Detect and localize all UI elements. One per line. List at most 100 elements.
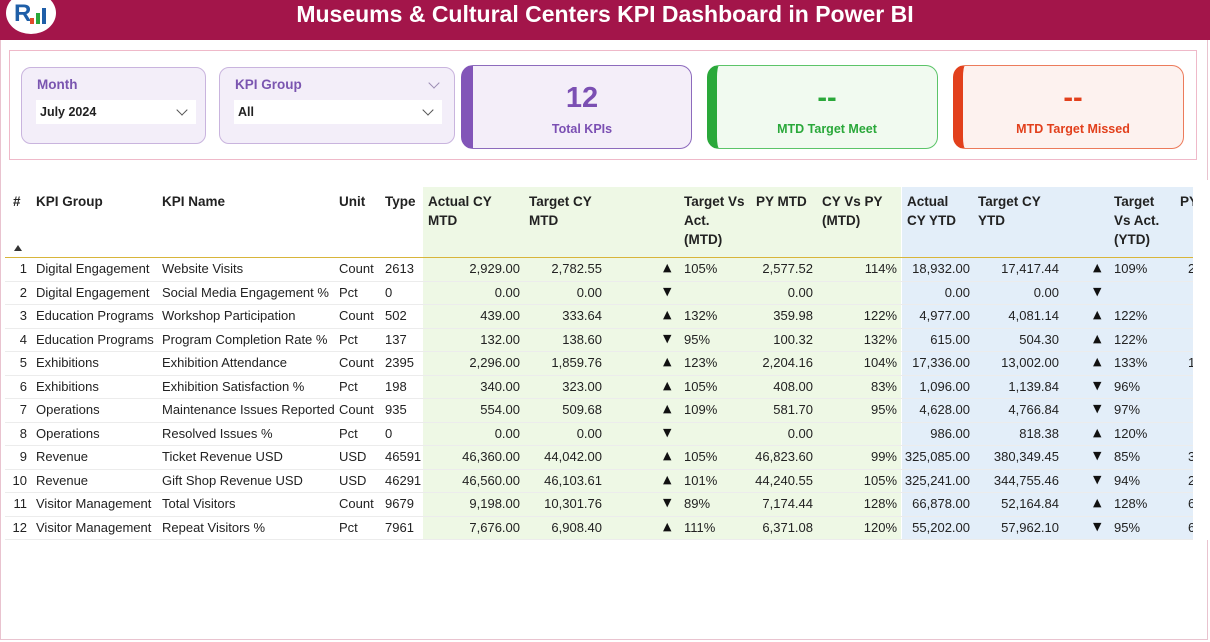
- cell-name: Workshop Participation: [162, 308, 296, 323]
- table-row[interactable]: 11 Visitor Management Total Visitors Count 9…: [5, 493, 1193, 517]
- cell-name: Resolved Issues %: [162, 425, 273, 441]
- cell-group: Digital Engagement: [36, 284, 150, 300]
- down-arrow-icon: ▼: [663, 284, 672, 298]
- header-actual-cy-mtd[interactable]: Actual CY MTD: [428, 192, 492, 230]
- table-row[interactable]: 1 Digital Engagement Website Visits Count 26…: [5, 258, 1193, 282]
- header-line: Unit: [339, 194, 366, 209]
- logo-letter: R: [14, 0, 32, 27]
- cell-tgt-ytd: 57,962.10: [1001, 519, 1059, 535]
- table-row[interactable]: 5 Exhibitions Exhibition Attendance Count 23…: [5, 352, 1193, 376]
- cell-py-mtd: 100.32: [773, 331, 813, 347]
- up-arrow-icon: ▲: [663, 308, 672, 321]
- header-target-cy-ytd[interactable]: Target CY YTD: [978, 192, 1041, 230]
- total-kpis-card: 12 Total KPIs: [461, 65, 692, 149]
- chevron-down-icon[interactable]: [428, 77, 440, 89]
- header-kpi-name[interactable]: KPI Name: [162, 192, 225, 211]
- cell-type: 7961: [385, 519, 414, 535]
- cell-py-mtd: 359.98: [773, 308, 813, 323]
- header-actual-cy-ytd[interactable]: Actual CY YTD: [907, 192, 956, 230]
- cell-unit: Pct: [339, 425, 358, 441]
- cell-type: 2613: [385, 261, 414, 276]
- table-row[interactable]: 7 Operations Maintenance Issues Reported Co…: [5, 399, 1193, 423]
- kpi-group-value: All: [238, 105, 254, 119]
- cell-tgt-mtd: 6,908.40: [551, 519, 602, 535]
- header-line: CY Vs PY: [822, 194, 883, 209]
- cell-num: 11: [13, 496, 28, 511]
- month-dropdown[interactable]: July 2024: [36, 100, 196, 124]
- cell-group: Visitor Management: [36, 496, 152, 511]
- sort-ascending-icon[interactable]: [14, 245, 22, 251]
- cell-type: 935: [385, 402, 407, 417]
- table-row[interactable]: 10 Revenue Gift Shop Revenue USD USD 46291 46…: [5, 470, 1193, 493]
- header-unit[interactable]: Unit: [339, 192, 365, 211]
- cell-cyvspy: 114%: [864, 261, 897, 276]
- cell-unit: Count: [339, 261, 374, 276]
- cell-act-ytd: 325,241.00: [904, 472, 970, 488]
- cell-py-mtd: 6,371.08: [762, 519, 813, 535]
- cell-py-ytd: 6: [1188, 519, 1193, 535]
- table-row[interactable]: 3 Education Programs Workshop Participatio…: [5, 305, 1193, 329]
- cell-tgt-ytd: 380,349.45: [993, 449, 1059, 464]
- chevron-down-icon[interactable]: [176, 104, 188, 116]
- header-line: PY: [1180, 194, 1193, 209]
- cell-act-mtd: 439.00: [480, 308, 520, 323]
- cell-group: Exhibitions: [36, 378, 99, 394]
- cell-group: Digital Engagement: [36, 261, 150, 276]
- cell-num: 1: [19, 261, 27, 276]
- cell-type: 0: [385, 284, 393, 300]
- header-target-vs-act-mtd[interactable]: Target Vs Act. (MTD): [684, 192, 745, 249]
- row-divider: [5, 374, 1193, 376]
- down-arrow-icon: ▼: [663, 331, 672, 345]
- table-row[interactable]: 2 Digital Engagement Social Media Engageme…: [5, 282, 1193, 305]
- cell-tgt-ytd: 0.00: [1033, 284, 1059, 300]
- cell-num: 9: [19, 449, 27, 464]
- chevron-down-icon[interactable]: [422, 104, 434, 116]
- cell-act-mtd: 0.00: [494, 425, 520, 441]
- cell-act-ytd: 4,628.00: [919, 402, 970, 417]
- cell-group: Operations: [36, 402, 100, 417]
- cell-pct-mtd: 132%: [684, 308, 718, 323]
- cell-name: Repeat Visitors %: [162, 519, 266, 535]
- table-row[interactable]: 8 Operations Resolved Issues % Pct 0 0.00 0.00…: [5, 423, 1193, 446]
- down-arrow-icon: ▼: [663, 496, 672, 509]
- header-target-vs-act-ytd[interactable]: Target Vs Act. (YTD): [1114, 192, 1159, 249]
- cell-num: 7: [19, 402, 27, 417]
- cell-act-mtd: 2,296.00: [469, 355, 520, 370]
- cell-pct-ytd: 97%: [1114, 402, 1141, 417]
- kpi-group-slicer[interactable]: KPI Group All: [219, 67, 455, 144]
- up-arrow-icon: ▲: [663, 402, 672, 415]
- cell-name: Ticket Revenue USD: [162, 449, 283, 464]
- cell-unit: USD: [339, 449, 367, 464]
- header-target-cy-mtd[interactable]: Target CY MTD: [529, 192, 592, 230]
- header-num[interactable]: #: [13, 192, 21, 211]
- header-type[interactable]: Type: [385, 192, 416, 211]
- table-row[interactable]: 6 Exhibitions Exhibition Satisfaction % Pct…: [5, 376, 1193, 399]
- cell-py-mtd: 0.00: [787, 425, 813, 441]
- up-arrow-icon: ▲: [1093, 355, 1102, 368]
- cell-tgt-mtd: 0.00: [576, 425, 602, 441]
- cell-group: Education Programs: [36, 308, 154, 323]
- cell-tgt-ytd: 344,755.46: [993, 472, 1059, 488]
- month-slicer[interactable]: Month July 2024: [21, 67, 206, 144]
- header-cy-vs-py-mtd[interactable]: CY Vs PY (MTD): [822, 192, 883, 230]
- mtd-column-band: [423, 187, 901, 540]
- cell-pct-ytd: 96%: [1114, 378, 1141, 394]
- table-row[interactable]: 12 Visitor Management Repeat Visitors % Pct…: [5, 517, 1193, 540]
- cell-name: Program Completion Rate %: [162, 331, 328, 347]
- cell-type: 502: [385, 308, 407, 323]
- header-py-ytd[interactable]: PY: [1180, 192, 1193, 211]
- kpi-group-slicer-label: KPI Group: [235, 77, 302, 92]
- cell-py-ytd: 6: [1188, 496, 1193, 511]
- table-row[interactable]: 9 Revenue Ticket Revenue USD USD 46591 46,360…: [5, 446, 1193, 470]
- month-slicer-label: Month: [37, 77, 78, 92]
- down-arrow-icon: ▼: [1093, 378, 1102, 392]
- up-arrow-icon: ▲: [663, 378, 672, 392]
- header-py-mtd[interactable]: PY MTD: [756, 192, 807, 211]
- cell-pct-mtd: 109%: [684, 402, 718, 417]
- kpi-group-dropdown[interactable]: All: [234, 100, 442, 124]
- header-line: (MTD): [684, 232, 723, 247]
- header-kpi-group[interactable]: KPI Group: [36, 192, 103, 211]
- cell-act-ytd: 325,085.00: [904, 449, 970, 464]
- up-arrow-icon: ▲: [663, 449, 672, 462]
- table-row[interactable]: 4 Education Programs Program Completion Ra…: [5, 329, 1193, 352]
